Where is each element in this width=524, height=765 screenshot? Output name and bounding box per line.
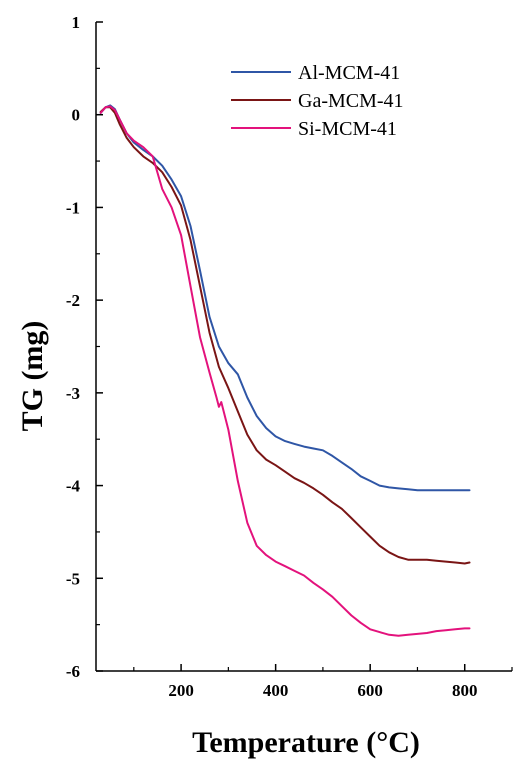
y-tick-label: 1 bbox=[72, 13, 81, 32]
x-tick-label: 200 bbox=[168, 681, 194, 700]
legend-label: Ga-MCM-41 bbox=[298, 90, 404, 112]
x-tick-label: 600 bbox=[357, 681, 383, 700]
series-line-al-mcm-41 bbox=[99, 104, 471, 492]
y-tick-label: -4 bbox=[66, 477, 81, 496]
series-line-si-mcm-41 bbox=[99, 105, 471, 637]
legend: Al-MCM-41 Ga-MCM-41 Si-MCM-41 bbox=[231, 62, 404, 140]
x-tick-label: 400 bbox=[263, 681, 289, 700]
y-tick-label: -3 bbox=[66, 384, 80, 403]
y-tick-label: -1 bbox=[66, 198, 80, 217]
y-axis-title: TG (mg) bbox=[16, 321, 49, 432]
y-tick-label: 0 bbox=[72, 106, 81, 125]
y-tick-label: -6 bbox=[66, 662, 80, 681]
x-tick-label: 800 bbox=[452, 681, 478, 700]
series-line-ga-mcm-41 bbox=[99, 106, 471, 565]
y-tick-label: -2 bbox=[66, 291, 80, 310]
legend-label: Si-MCM-41 bbox=[298, 118, 397, 140]
y-tick-label: -5 bbox=[66, 569, 80, 588]
legend-label: Al-MCM-41 bbox=[298, 62, 400, 84]
ticks-layer: 1 0 -1 -2 -3 -4 -5 -6 200 400 600 800 bbox=[66, 13, 513, 700]
series-layer bbox=[99, 104, 471, 637]
x-axis-title: Temperature (°C) bbox=[192, 726, 420, 759]
